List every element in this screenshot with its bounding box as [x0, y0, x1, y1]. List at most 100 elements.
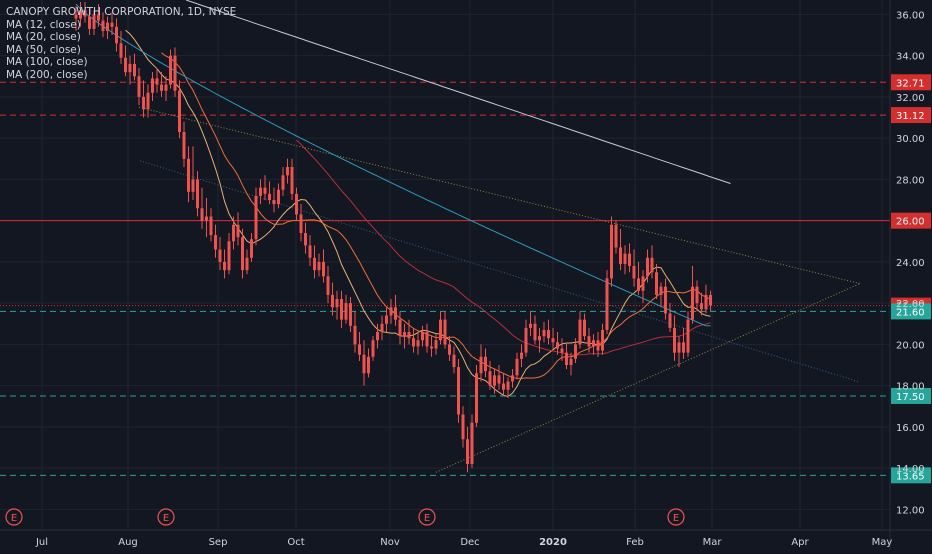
- candle-body: [443, 319, 447, 345]
- time-axis[interactable]: Jul Aug Sep Oct Nov Dec 2020 Feb Mar Apr May: [0, 529, 932, 548]
- candle-body: [146, 92, 150, 110]
- candle-body: [403, 332, 406, 337]
- level-price-tag: [891, 303, 931, 320]
- candle-body: [119, 43, 123, 58]
- earnings-marker-label: E: [424, 513, 430, 524]
- candle-body: [173, 55, 177, 91]
- candle-body: [376, 332, 379, 341]
- candle-body: [340, 299, 343, 320]
- candle-body: [308, 245, 312, 258]
- price-tick-label: 30.00: [896, 134, 925, 145]
- candle-body: [497, 375, 501, 384]
- candle-body: [187, 158, 190, 192]
- candle-body: [106, 22, 109, 31]
- level-price-tag: [891, 212, 931, 229]
- ma-line-50: [296, 139, 711, 356]
- triangle-upper-line[interactable]: [138, 106, 861, 285]
- candle-body: [569, 358, 573, 366]
- earnings-marker-icon[interactable]: [667, 508, 685, 526]
- candle-body: [704, 294, 708, 310]
- ma-line-100: [75, 3, 711, 327]
- candle-body: [304, 233, 307, 246]
- earnings-marker-icon[interactable]: [418, 508, 436, 526]
- candle-body: [263, 187, 267, 194]
- time-tick-label: Dec: [460, 537, 479, 548]
- candle-body: [101, 20, 105, 31]
- candle-body: [74, 14, 78, 19]
- candle-body: [353, 325, 357, 345]
- candle-body: [560, 348, 564, 353]
- candle-body: [592, 340, 595, 347]
- candle-body: [646, 257, 649, 277]
- candle-body: [493, 375, 496, 386]
- candle-body: [466, 439, 469, 465]
- candle-body: [362, 354, 366, 374]
- time-tick-label: May: [872, 537, 893, 548]
- candle-body: [439, 319, 442, 341]
- candle-body: [425, 332, 429, 347]
- ma-line-200: [185, 0, 731, 184]
- level-price-label: 17.50: [896, 392, 925, 403]
- candle-body: [659, 286, 663, 295]
- candle-body: [434, 340, 438, 349]
- level-price-label: 21.60: [896, 307, 925, 318]
- time-tick-label: Aug: [118, 537, 138, 548]
- time-tick-label: Jul: [35, 537, 48, 548]
- candle-body: [331, 294, 334, 308]
- trend-lines[interactable]: [138, 106, 861, 473]
- candle-body: [700, 303, 703, 310]
- level-price-tag: [891, 74, 931, 91]
- earnings-marker-label: E: [163, 513, 169, 524]
- candle-body: [389, 307, 393, 316]
- candle-body: [551, 338, 555, 343]
- earnings-marker-icon[interactable]: [157, 508, 175, 526]
- candle-body: [209, 216, 213, 236]
- candle-body: [245, 257, 249, 271]
- candle-body: [398, 319, 402, 337]
- candle-body: [668, 313, 672, 328]
- candle-body: [83, 10, 87, 17]
- candle-body: [686, 319, 690, 353]
- time-tick-label: 2020: [539, 537, 567, 548]
- candle-body: [628, 253, 631, 267]
- price-axis[interactable]: 12.00 14.00 16.00 18.00 20.00 22.00 24.00 26.00…: [889, 0, 925, 550]
- candle-body: [259, 187, 262, 196]
- candle-body: [542, 329, 546, 337]
- time-tick-label: Nov: [380, 537, 400, 548]
- candle-body: [488, 371, 492, 386]
- candle-body: [236, 224, 240, 238]
- candle-body: [475, 373, 478, 423]
- price-tick-label: 14.00: [896, 464, 925, 475]
- candle-body: [232, 224, 235, 242]
- price-tick-label: 18.00: [896, 382, 925, 393]
- candle-body: [596, 340, 600, 351]
- candle-body: [547, 329, 550, 339]
- candle-body: [533, 323, 537, 341]
- candle-body: [169, 55, 172, 85]
- candle-body: [506, 381, 510, 390]
- candle-body: [358, 344, 361, 355]
- candle-body: [313, 257, 316, 271]
- level-price-tag: [891, 107, 931, 124]
- candle-body: [191, 179, 195, 192]
- trend-line-blue[interactable]: [139, 160, 859, 382]
- candle-body: [515, 358, 519, 376]
- candle-body: [583, 319, 586, 337]
- candle-body: [142, 96, 145, 110]
- candle-body: [227, 241, 231, 271]
- candle-body: [272, 200, 276, 205]
- candle-body: [484, 356, 487, 372]
- time-tick-label: Feb: [626, 537, 644, 548]
- candle-body: [92, 14, 96, 29]
- candle-body: [650, 257, 654, 273]
- price-tick-label: 32.00: [896, 93, 925, 104]
- candle-body: [299, 214, 303, 234]
- earnings-marker-icon[interactable]: [5, 508, 23, 526]
- level-price-label: 31.12: [896, 111, 925, 122]
- candle-body: [421, 332, 424, 341]
- candle-body: [601, 329, 604, 351]
